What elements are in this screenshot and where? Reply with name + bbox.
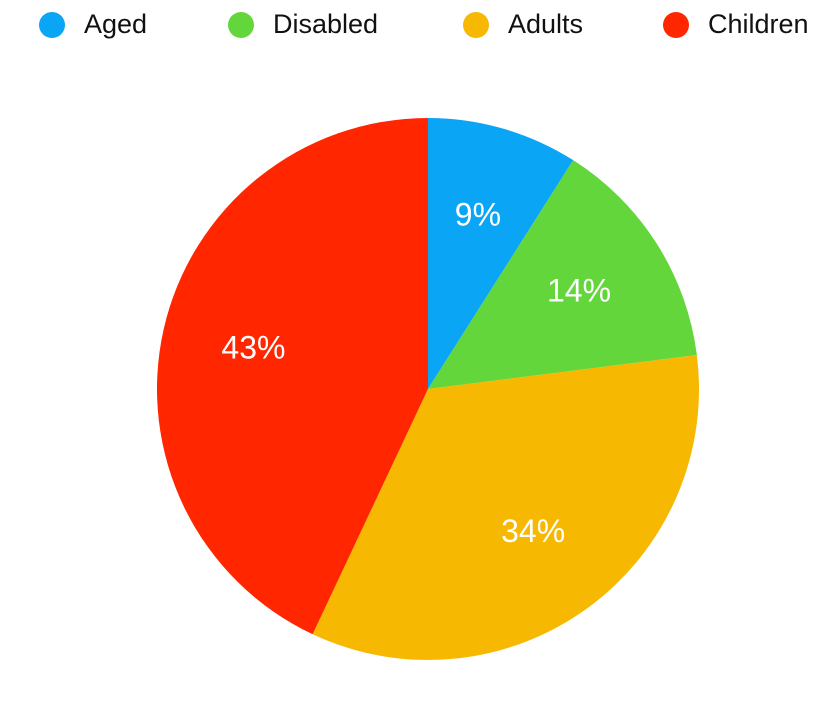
legend-swatch [663,12,689,38]
legend-swatch [39,12,65,38]
slice-label: 9% [455,197,501,233]
slice-label: 43% [221,329,285,365]
slice-label: 14% [547,273,611,309]
pie-slice [428,118,574,389]
legend-label: Disabled [273,9,378,39]
legend-label: Children [708,9,809,39]
legend-swatch [463,12,489,38]
slice-label: 34% [501,513,565,549]
pie-slice [157,118,429,635]
legend-label: Aged [84,9,147,39]
legend: Aged Disabled Adults Children [39,9,809,39]
pie-slice [312,355,699,660]
legend-label: Adults [508,9,583,39]
legend-swatch [228,12,254,38]
pie-slice [428,160,697,389]
